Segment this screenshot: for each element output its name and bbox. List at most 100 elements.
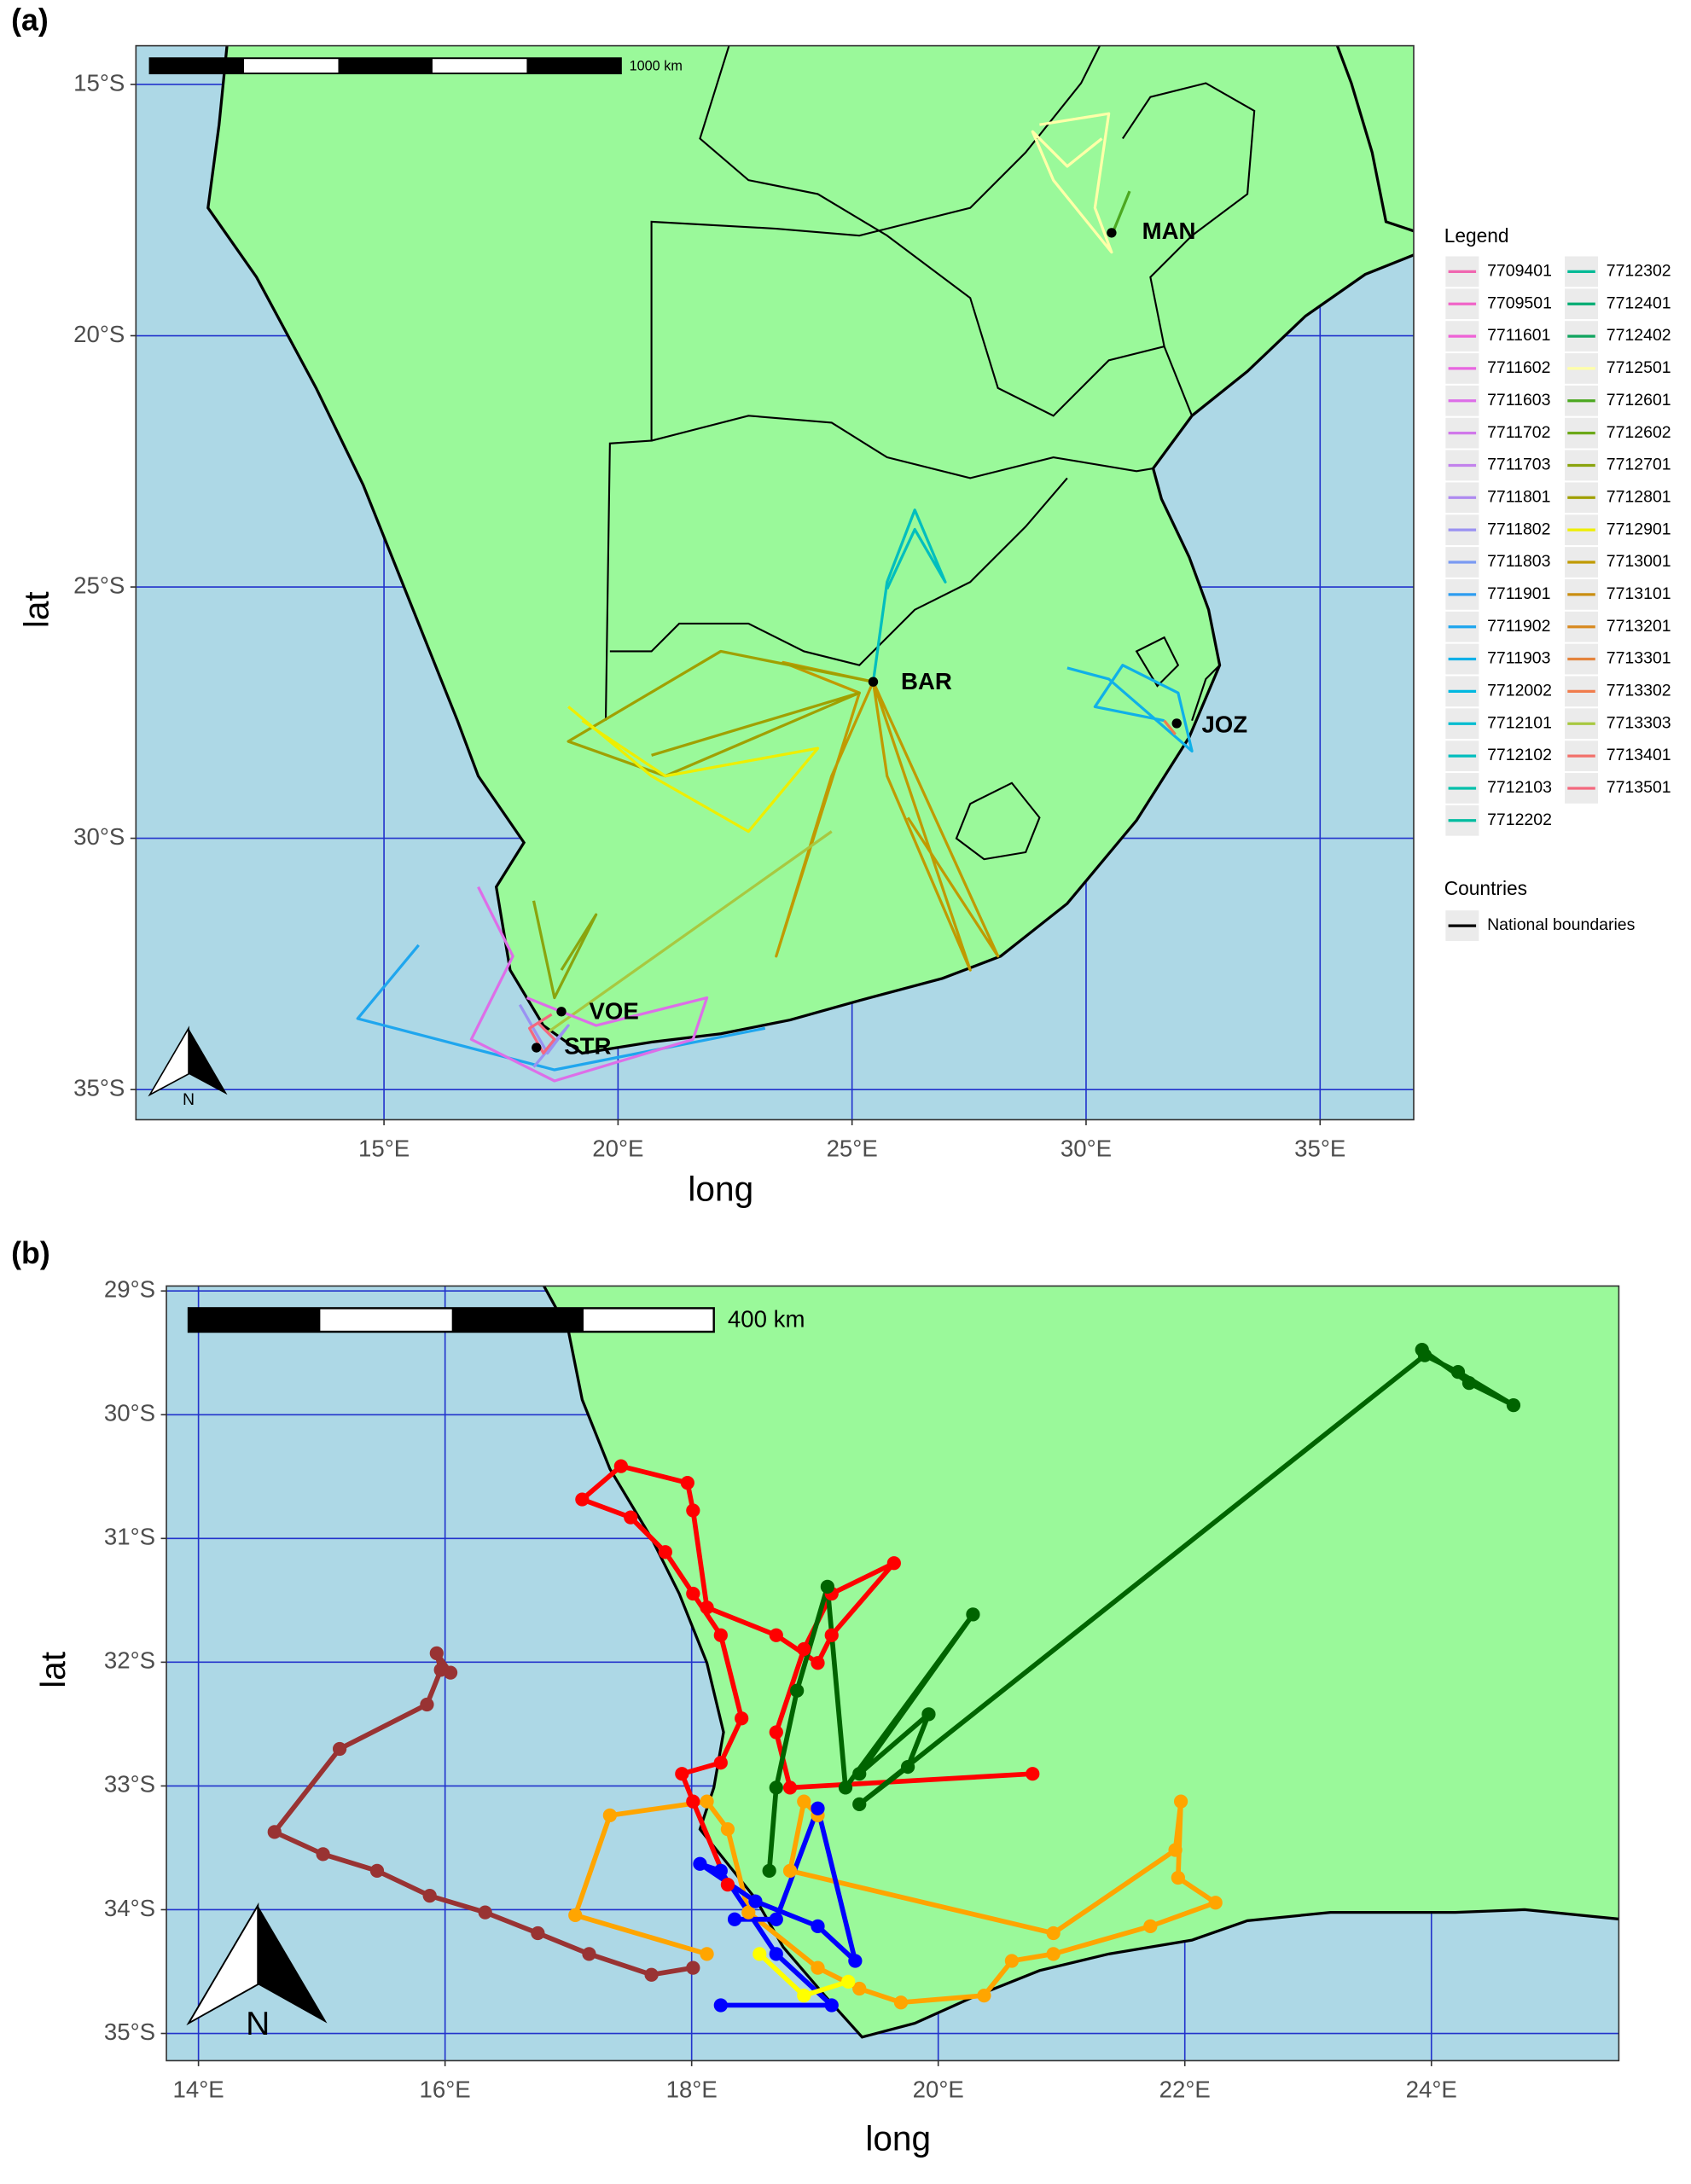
track-point <box>700 1600 714 1615</box>
legend-label: 7712402 <box>1607 326 1671 345</box>
border <box>604 45 1101 721</box>
legend-label: 7711702 <box>1487 423 1550 442</box>
track-point <box>893 1995 909 2010</box>
track-point <box>769 1725 783 1740</box>
track-point <box>966 1607 980 1622</box>
scale-label: 400 km <box>728 1305 805 1332</box>
track-point <box>886 1556 901 1571</box>
track-point <box>782 1863 798 1879</box>
y-tick-label: 20°S <box>73 321 125 347</box>
legend-label: 7711703 <box>1487 456 1550 474</box>
legend-label: 7709501 <box>1487 293 1552 312</box>
legend-label: 7712601 <box>1607 391 1671 410</box>
track-point <box>727 1912 742 1926</box>
legend-label: 7712602 <box>1607 423 1671 442</box>
track-point <box>1415 1343 1429 1357</box>
track-point <box>841 1974 856 1989</box>
track-point <box>977 1988 991 2003</box>
legend-label: 7713001 <box>1607 552 1671 571</box>
site-label: VOE <box>589 998 638 1025</box>
track-point <box>369 1863 385 1879</box>
track-point <box>1004 1954 1020 1968</box>
scale-bar: 1000 km <box>148 57 683 75</box>
map-a <box>206 45 1414 1083</box>
track-point <box>720 1822 735 1837</box>
track-point <box>797 1794 811 1809</box>
legend-label: 7711803 <box>1487 552 1550 571</box>
track-point <box>700 1947 714 1961</box>
track-point <box>680 1475 694 1490</box>
track-point <box>1026 1767 1040 1781</box>
site-label: BAR <box>901 668 952 694</box>
y-tick-label: 32°S <box>104 1647 155 1674</box>
panel-label: (a) <box>11 3 49 37</box>
x-tick-label: 18°E <box>666 2076 718 2102</box>
track <box>518 1003 570 1068</box>
legend-label: 7712401 <box>1607 293 1671 312</box>
legend-label: National boundaries <box>1487 915 1636 934</box>
track-point <box>741 1905 756 1920</box>
border <box>955 781 1041 861</box>
track-point <box>762 1863 776 1879</box>
scale-label: 1000 km <box>630 58 683 73</box>
track-point <box>852 1981 867 1996</box>
track-point <box>686 1586 700 1601</box>
track-point <box>838 1780 853 1795</box>
track-point <box>790 1683 805 1698</box>
track-point <box>675 1767 689 1781</box>
legend-label: 7712302 <box>1607 262 1671 281</box>
track-point <box>1168 1843 1183 1857</box>
track-point <box>1173 1794 1188 1809</box>
legend-label: 7713401 <box>1607 746 1671 764</box>
track-point <box>1208 1896 1223 1910</box>
x-tick-label: 20°E <box>913 2076 964 2102</box>
legend-label: 7712701 <box>1607 456 1671 474</box>
track <box>532 900 598 1000</box>
track-point <box>921 1707 936 1722</box>
track-point <box>568 1908 583 1922</box>
track-point <box>332 1741 347 1757</box>
legend-label: 7711602 <box>1487 358 1550 377</box>
track-point <box>824 1998 839 2013</box>
track-point <box>713 1863 728 1879</box>
legend: Legend 7709401 7709501 7711601 7711602 771160… <box>1444 224 1671 941</box>
x-tick-label: 24°E <box>1406 2076 1457 2102</box>
track-point <box>1506 1397 1521 1413</box>
site-label: STR <box>564 1032 611 1059</box>
panel-border <box>166 1285 1620 2062</box>
track-point <box>852 1767 867 1781</box>
track-point <box>700 1794 714 1809</box>
track-point <box>720 1878 735 1892</box>
legend-label: 7712801 <box>1607 487 1671 506</box>
legend-label: 7713501 <box>1607 778 1671 797</box>
map-b <box>267 1286 1619 2039</box>
track-point <box>753 1947 767 1961</box>
track-point <box>267 1825 282 1839</box>
track-point <box>820 1579 835 1594</box>
north-label: N <box>246 2006 270 2042</box>
legend-label: 7712101 <box>1487 713 1552 732</box>
track <box>546 830 833 1034</box>
track-point <box>713 1628 728 1642</box>
y-tick-label: 35°S <box>104 2018 155 2045</box>
track-point <box>769 1628 783 1642</box>
track <box>1066 664 1194 753</box>
y-tick-label: 25°S <box>73 572 125 598</box>
legend-label: 7713302 <box>1607 682 1671 700</box>
x-tick-label: 35°E <box>1294 1136 1345 1162</box>
legend-label: 7712501 <box>1607 358 1671 377</box>
track-point <box>686 1794 700 1809</box>
track-point <box>811 1960 825 1975</box>
track <box>1163 719 1177 735</box>
legend-label: 7709401 <box>1487 262 1552 281</box>
axis-title: long <box>865 2118 931 2158</box>
y-tick-label: 31°S <box>104 1524 155 1550</box>
track <box>567 706 820 834</box>
track-point <box>735 1711 749 1726</box>
track-point <box>748 1894 763 1908</box>
legend-label: 7711601 <box>1487 326 1550 345</box>
legend-title: Countries <box>1444 877 1527 899</box>
track-point <box>478 1905 492 1920</box>
track-point <box>1461 1375 1477 1391</box>
x-tick-label: 30°E <box>1061 1136 1112 1162</box>
